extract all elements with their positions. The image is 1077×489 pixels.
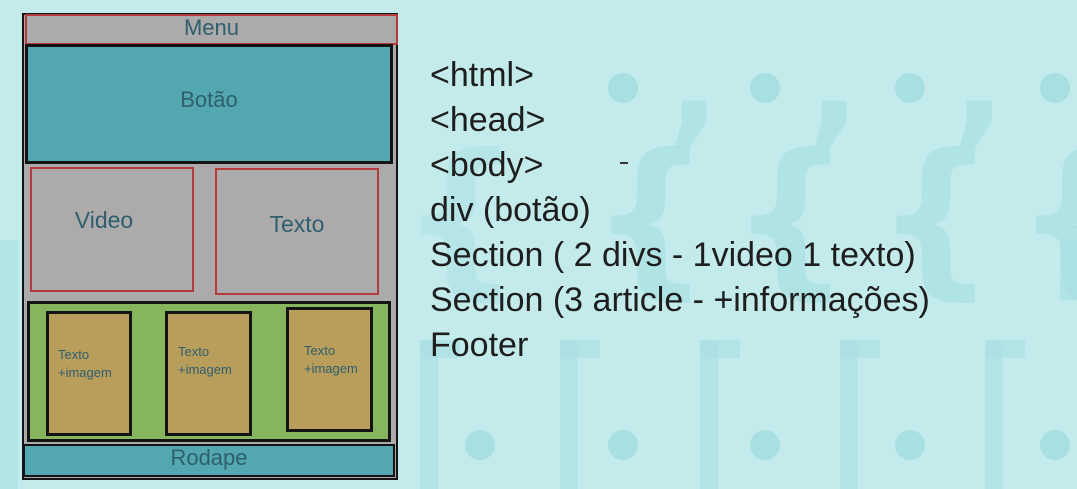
pattern-brace: {	[590, 118, 711, 316]
pattern-bracket	[560, 340, 578, 489]
pattern-dot	[1040, 430, 1070, 460]
pattern-dot	[608, 430, 638, 460]
structure-item: <body>	[430, 146, 544, 184]
pattern-bracket	[985, 340, 1003, 489]
structure-item: Footer	[430, 326, 529, 364]
menu-block: Menu	[25, 14, 398, 45]
pattern-comma: ’	[805, 72, 862, 246]
pattern-brace: {	[730, 118, 851, 316]
pattern-bracket	[985, 340, 1025, 358]
pattern-bracket	[840, 340, 858, 489]
pattern-bracket	[700, 340, 740, 358]
pattern-dot	[750, 430, 780, 460]
pattern-comma: ’	[950, 72, 1007, 246]
structure-item: <html>	[430, 56, 534, 94]
stray-mark	[620, 162, 628, 164]
pattern-dot	[895, 430, 925, 460]
pattern-bracket	[840, 340, 880, 358]
structure-item: Section ( 2 divs - 1video 1 texto)	[430, 236, 916, 274]
structure-item: <head>	[430, 101, 546, 139]
footer-block: Rodape	[23, 444, 395, 477]
article-card: Texto +imagem	[46, 311, 132, 436]
pattern-brace: {	[875, 118, 996, 316]
pattern-bracket	[420, 340, 438, 489]
structure-item: Section (3 article - +informações)	[430, 281, 930, 319]
article-card: Texto +imagem	[286, 307, 373, 432]
pattern-bracket	[420, 340, 460, 358]
pattern-dot	[465, 430, 495, 460]
pattern-dot	[608, 73, 638, 103]
structure-item: div (botão)	[430, 191, 591, 229]
pattern-bracket	[1060, 240, 1077, 300]
pattern-brace: {	[400, 118, 521, 316]
video-block: Video	[30, 167, 194, 292]
button-block: Botão	[25, 44, 393, 164]
pattern-comma: ’	[665, 72, 722, 246]
pattern-dot	[895, 73, 925, 103]
html-structure-list: <html> <head> <body> div (botão) Section…	[430, 53, 930, 368]
pattern-dot	[750, 73, 780, 103]
pattern-bracket	[560, 340, 600, 358]
pattern-bracket	[0, 240, 18, 489]
text-block: Texto	[215, 168, 379, 295]
pattern-dot	[1040, 73, 1070, 103]
pattern-bracket	[700, 340, 718, 489]
article-card: Texto +imagem	[165, 311, 252, 436]
